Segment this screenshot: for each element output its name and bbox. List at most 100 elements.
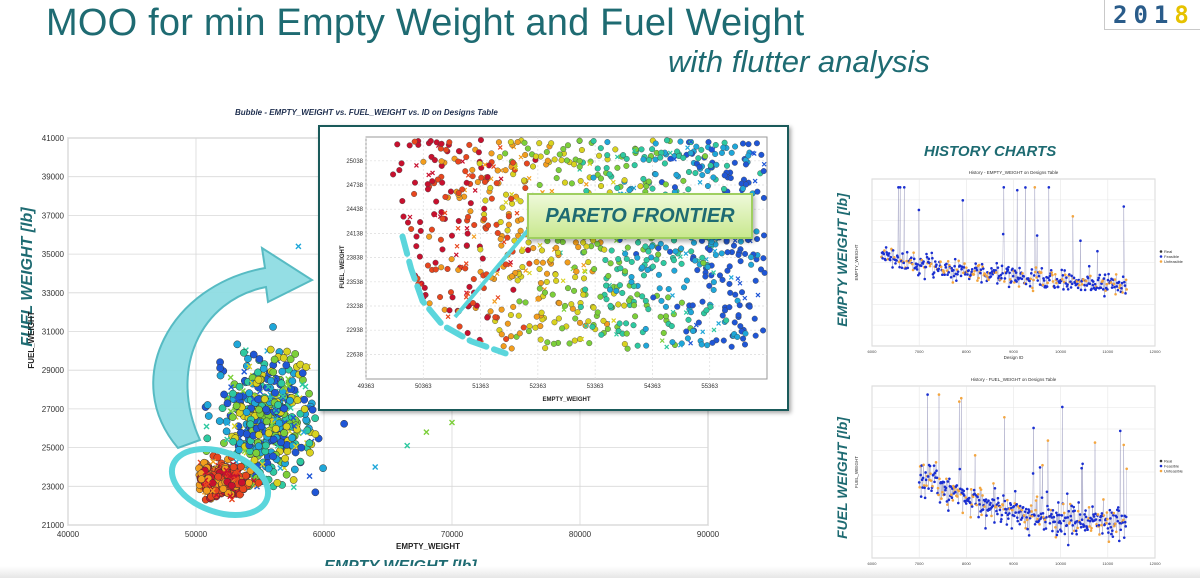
unfeasible-history-point — [984, 274, 988, 277]
inset-design-point — [463, 242, 470, 249]
inset-design-point — [731, 159, 738, 166]
inset-design-point — [680, 177, 687, 184]
inset-infeasible-point — [414, 162, 419, 168]
feasible-history-point — [949, 275, 953, 279]
inset-design-point — [709, 339, 716, 346]
unfeasible-history-point — [957, 400, 961, 403]
inset-design-point — [645, 248, 652, 255]
inset-design-point — [735, 312, 742, 319]
inset-design-point — [712, 252, 719, 259]
inset-design-point — [602, 257, 609, 264]
main-x-tick-label: 50000 — [185, 530, 208, 539]
feasible-history-point — [953, 257, 957, 261]
infeasible-point — [259, 461, 266, 468]
design-point — [280, 429, 289, 437]
design-point — [245, 478, 253, 487]
feasible-history-point — [995, 503, 999, 506]
inset-design-point — [444, 265, 451, 272]
inset-design-point — [617, 265, 624, 272]
feasible-history-point — [991, 504, 995, 508]
inset-design-point — [477, 137, 484, 144]
unfeasible-history-point — [976, 492, 980, 496]
infeasible-point — [231, 423, 238, 430]
unfeasible-history-point — [992, 482, 995, 485]
inset-design-point — [690, 327, 697, 334]
history-x-tick-label: 7000 — [915, 349, 925, 354]
infeasible-point — [229, 496, 235, 503]
feasible-history-point — [989, 501, 992, 505]
unfeasible-history-point — [961, 511, 965, 515]
feasible-history-point — [912, 257, 916, 261]
inset-design-point — [524, 145, 531, 152]
design-point — [244, 354, 252, 363]
feasible-history-point — [955, 484, 959, 487]
inset-design-point — [739, 289, 746, 296]
infeasible-point — [372, 463, 379, 470]
design-point — [298, 369, 307, 377]
inset-design-point — [597, 145, 604, 152]
design-point — [262, 405, 270, 414]
inset-design-point — [464, 230, 471, 237]
inset-design-point — [413, 243, 420, 250]
inset-design-point — [723, 162, 730, 169]
inset-x-tick-label: 54363 — [644, 384, 661, 390]
unfeasible-history-point — [1033, 186, 1037, 189]
inset-design-point — [536, 266, 543, 273]
feasible-history-point — [972, 488, 976, 492]
inset-design-point — [560, 145, 567, 152]
inset-design-point — [704, 183, 711, 190]
main-y-tick-label: 23000 — [42, 482, 65, 491]
inset-y-tick-label: 22638 — [346, 352, 363, 358]
inset-design-point — [498, 306, 505, 313]
design-point — [203, 401, 212, 409]
feasible-history-point — [976, 495, 979, 499]
inset-design-point — [680, 154, 687, 161]
inset-design-point — [671, 267, 678, 274]
inset-design-point — [494, 229, 501, 236]
inset-design-point — [710, 279, 717, 286]
unfeasible-history-point — [965, 266, 968, 269]
feasible-history-point — [974, 262, 977, 265]
inset-design-point — [699, 298, 706, 305]
unfeasible-history-point — [941, 490, 944, 494]
unfeasible-history-point — [931, 484, 934, 488]
feasible-history-point — [1088, 519, 1092, 523]
design-point — [208, 479, 217, 487]
history-legend-marker — [1159, 250, 1163, 253]
inset-design-point — [533, 313, 540, 320]
design-point — [216, 371, 225, 380]
inset-y-tick-label: 23838 — [346, 256, 363, 262]
unfeasible-history-point — [911, 268, 915, 272]
feasible-history-point — [889, 255, 893, 259]
design-point — [311, 488, 320, 497]
feasible-history-point — [1066, 283, 1069, 286]
inset-design-point — [670, 257, 677, 264]
unfeasible-history-point — [1071, 215, 1075, 218]
feasible-history-point — [977, 515, 980, 519]
design-point — [255, 355, 264, 363]
inset-x-tick-label: 49363 — [358, 384, 375, 390]
inset-design-point — [648, 243, 655, 250]
inset-design-point — [541, 289, 548, 296]
feasible-history-point — [974, 266, 978, 270]
inset-x-tick-label: 51363 — [472, 384, 489, 390]
feasible-history-point — [963, 273, 967, 276]
inset-design-point — [438, 140, 445, 147]
feasible-history-point — [1115, 515, 1119, 519]
inset-design-point — [706, 282, 713, 289]
feasible-history-point — [1087, 264, 1091, 268]
history-charts-title: HISTORY CHARTS — [924, 143, 1057, 160]
feasible-history-point — [1051, 508, 1055, 512]
design-point — [305, 439, 314, 448]
history-x-tick-label: 12000 — [1149, 349, 1161, 354]
inset-design-point — [608, 247, 615, 254]
pareto-front-curve — [399, 233, 509, 357]
feasible-history-point — [1042, 277, 1045, 280]
feasible-history-point — [950, 496, 954, 500]
history-legend-marker — [1159, 260, 1163, 263]
feasible-history-point — [1010, 527, 1014, 530]
inset-design-point — [514, 277, 521, 284]
feasible-history-point — [1081, 462, 1084, 466]
unfeasible-history-point — [1051, 273, 1054, 277]
inset-design-point — [515, 312, 522, 319]
